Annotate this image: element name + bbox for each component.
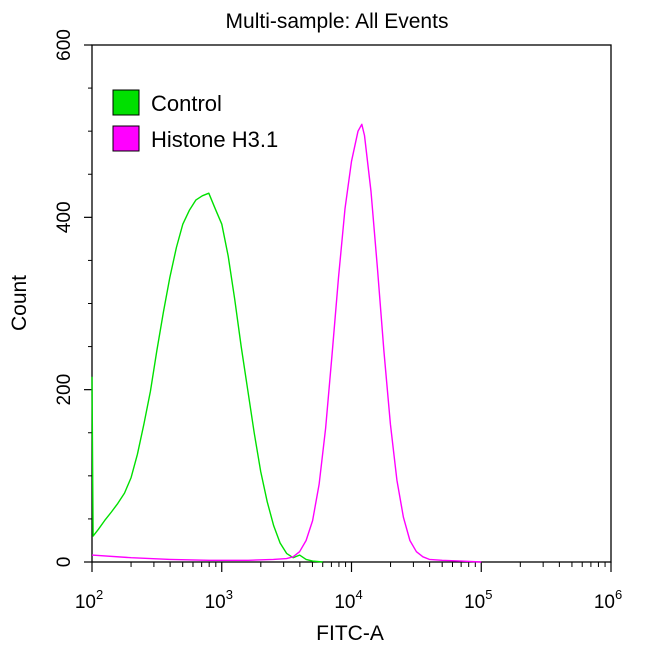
legend-label: Control <box>151 91 222 116</box>
x-tick-base: 10 <box>594 592 615 613</box>
x-tick-base: 10 <box>334 592 355 613</box>
x-tick-exponent: 2 <box>96 587 103 602</box>
series-layer <box>91 123 482 563</box>
y-tick-label: 400 <box>54 201 75 233</box>
x-tick-exponent: 4 <box>355 587 362 602</box>
x-tick-exponent: 5 <box>485 587 492 602</box>
x-tick-label: 104 <box>334 587 362 613</box>
x-tick-label: 105 <box>464 587 492 613</box>
legend-swatch <box>112 125 140 152</box>
legend-swatch <box>112 89 140 116</box>
y-axis: 0 200 400 600 <box>54 29 92 567</box>
x-tick-base: 10 <box>464 592 485 613</box>
y-tick-label: 200 <box>54 374 75 406</box>
x-tick-exponent: 6 <box>615 587 622 602</box>
series-line-1 <box>91 123 482 563</box>
y-tick-label: 0 <box>54 557 75 568</box>
x-tick-label: 102 <box>75 587 103 613</box>
x-tick-exponent: 3 <box>226 587 233 602</box>
chart-title: Multi-sample: All Events <box>226 10 449 33</box>
series-line-0 <box>91 192 323 563</box>
legend: Control Histone H3.1 <box>112 89 278 152</box>
y-tick-label: 600 <box>54 29 75 61</box>
legend-label: Histone H3.1 <box>151 127 278 152</box>
x-axis-label: FITC-A <box>316 622 384 645</box>
y-axis-label: Count <box>8 275 31 331</box>
x-axis: 102 103 104 105 106 <box>75 562 622 613</box>
x-tick-base: 10 <box>205 592 226 613</box>
x-tick-label: 103 <box>205 587 233 613</box>
x-tick-label: 106 <box>594 587 622 613</box>
x-tick-base: 10 <box>75 592 96 613</box>
plot-frame <box>91 44 612 563</box>
